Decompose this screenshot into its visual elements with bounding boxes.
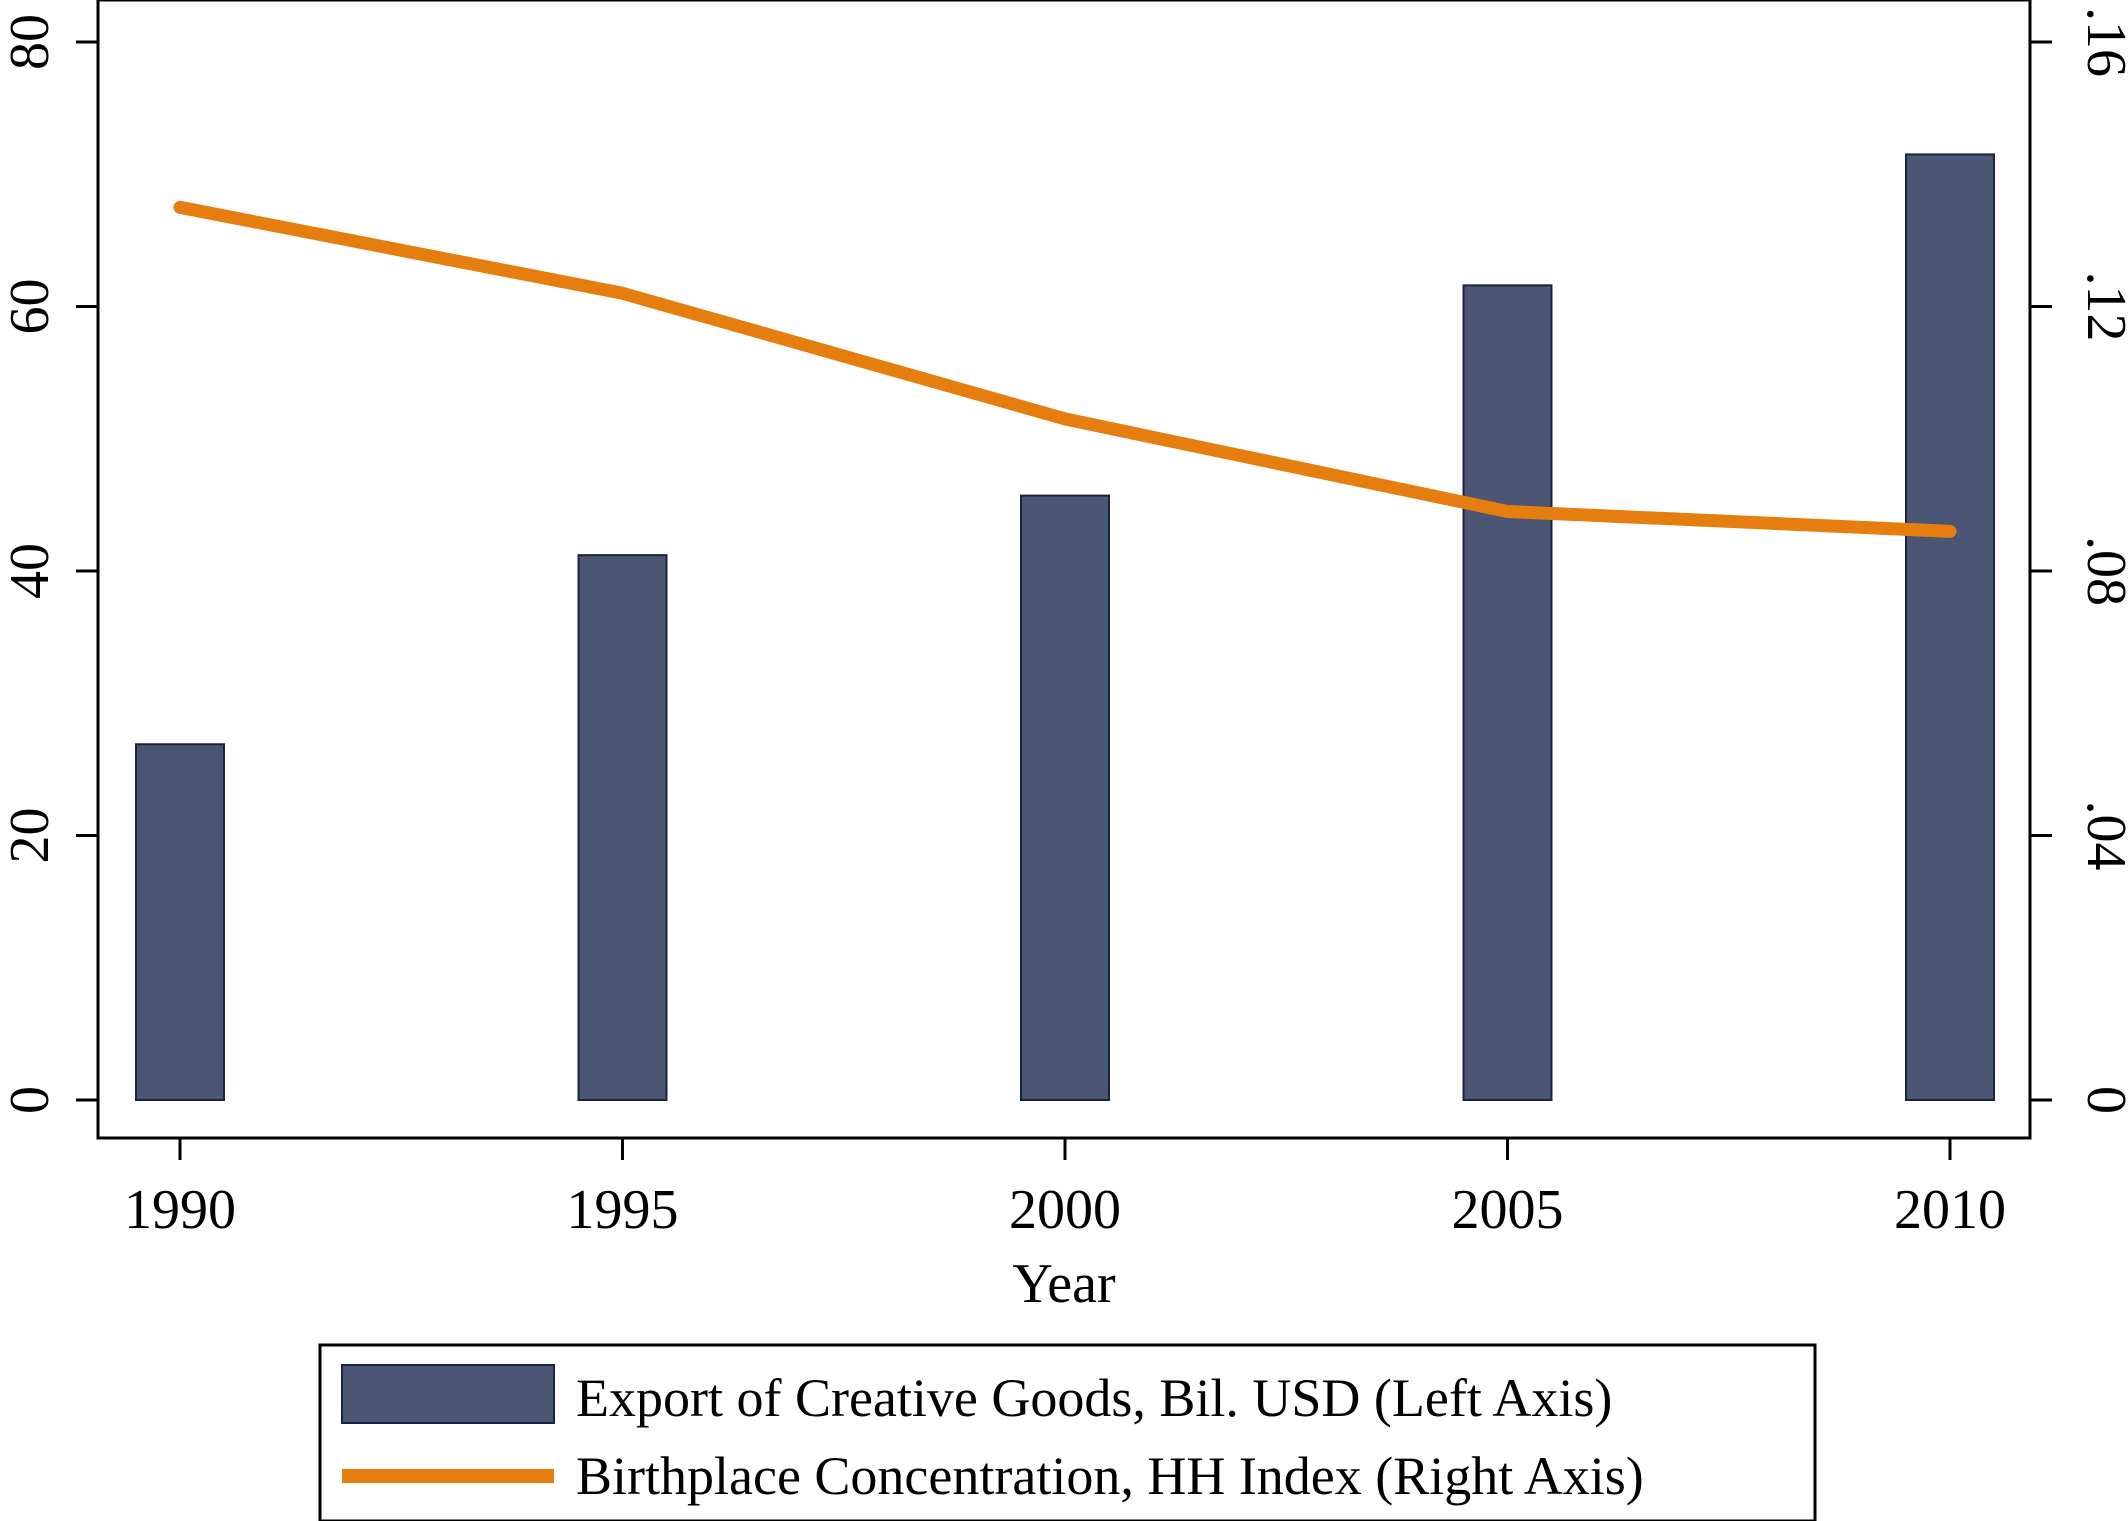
x-tick-label: 1995 [567, 1179, 679, 1241]
x-axis-title: Year [1012, 1253, 1116, 1315]
right-tick-label: .12 [2075, 272, 2128, 342]
right-tick-label: .04 [2075, 801, 2128, 871]
x-tick-label: 1990 [124, 1179, 236, 1241]
legend-line-label: Birthplace Concentration, HH Index (Righ… [576, 1446, 1644, 1506]
legend-bar-swatch [341, 1364, 555, 1424]
left-tick-label: 80 [0, 14, 61, 70]
right-tick-label: 0 [2075, 1086, 2128, 1114]
bars-group [135, 153, 1995, 1102]
line-group [173, 200, 1957, 538]
left-tick-label: 60 [0, 279, 61, 335]
x-tick-label: 2005 [1452, 1179, 1564, 1241]
bar-2010 [1905, 153, 1995, 1102]
left-tick-label: 0 [0, 1086, 61, 1114]
right-tick-label: .08 [2075, 536, 2128, 606]
legend-frame [318, 1343, 1817, 1521]
legend: Export of Creative Goods, Bil. USD (Left… [318, 1343, 1817, 1521]
x-tick-label: 2000 [1009, 1179, 1121, 1241]
bar-1995 [577, 554, 668, 1101]
x-axis: 1990 1995 2000 2005 2010 [124, 1138, 2006, 1241]
left-axis: 0 20 40 60 80 [0, 14, 98, 1114]
left-tick-label: 40 [0, 543, 61, 599]
legend-bar-label: Export of Creative Goods, Bil. USD (Left… [576, 1368, 1612, 1428]
right-axis: 0 .04 .08 .12 .16 [2030, 7, 2128, 1114]
hh-index-line [173, 200, 1957, 538]
bar-2000 [1020, 494, 1110, 1101]
bar-2005 [1462, 284, 1553, 1101]
bar-1990 [135, 743, 225, 1101]
x-tick-label: 2010 [1894, 1179, 2006, 1241]
right-tick-label: .16 [2075, 7, 2128, 77]
left-tick-label: 20 [0, 808, 61, 864]
